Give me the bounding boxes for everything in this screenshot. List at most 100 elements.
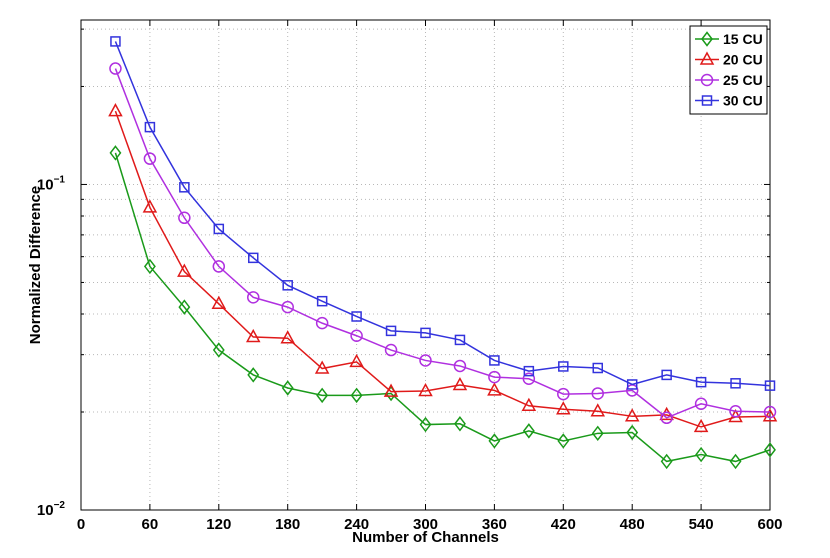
data-point (693, 418, 709, 433)
data-point (420, 327, 431, 339)
data-point (179, 182, 190, 193)
data-point (729, 405, 742, 418)
data-point (142, 199, 158, 213)
data-point (558, 361, 569, 372)
series-line (114, 152, 771, 463)
series-line (114, 41, 771, 387)
x-tick-label: 540 (689, 516, 714, 533)
data-point (522, 372, 536, 386)
y-tick-label: 10−2 (37, 500, 66, 519)
data-point (764, 442, 776, 458)
legend-marker (701, 31, 713, 47)
x-tick-label: 0 (77, 516, 85, 533)
data-point (661, 369, 672, 381)
x-tick-label: 600 (757, 516, 782, 533)
data-point (245, 328, 261, 343)
legend-marker (701, 95, 713, 106)
legend-entry: 15 CU (695, 31, 763, 47)
data-point (281, 300, 294, 314)
data-point (247, 291, 260, 304)
data-point (384, 343, 398, 357)
data-point (143, 258, 156, 275)
data-point (521, 397, 537, 412)
data-point (592, 362, 603, 374)
legend-entry: 30 CU (695, 93, 763, 109)
data-point (730, 378, 741, 389)
data-point (591, 387, 604, 400)
data-point (316, 387, 329, 404)
data-point (419, 354, 432, 367)
data-point (144, 121, 156, 133)
series-line (114, 110, 771, 428)
data-point (385, 325, 397, 337)
data-point (418, 382, 433, 397)
x-tick-label: 300 (413, 516, 438, 533)
data-point (109, 62, 122, 75)
x-tick-label: 360 (482, 516, 507, 533)
data-point (212, 260, 226, 273)
data-point (523, 365, 535, 377)
data-point (487, 382, 502, 396)
data-point (351, 311, 362, 322)
x-tick-label: 120 (206, 516, 231, 533)
legend-marker (699, 51, 715, 65)
legend[interactable]: 15 CU 20 CU 25 CU 30 CU (689, 25, 768, 115)
data-point (556, 401, 571, 415)
data-point (764, 380, 776, 391)
data-point (590, 403, 606, 417)
legend-marker (700, 73, 714, 87)
legend-label: 20 CU (723, 52, 763, 68)
data-point (247, 367, 260, 383)
data-point (728, 408, 743, 423)
x-tick-label: 180 (275, 516, 300, 533)
data-point (108, 103, 123, 117)
data-point (489, 355, 500, 366)
legend-label: 30 CU (723, 93, 763, 109)
data-point (694, 397, 708, 411)
data-point (211, 295, 227, 310)
data-point (624, 408, 640, 422)
data-point (350, 329, 363, 342)
data-point (213, 223, 225, 235)
data-point (248, 252, 259, 264)
data-point (557, 433, 570, 449)
x-tick-label: 420 (551, 516, 576, 533)
data-point (454, 334, 466, 346)
data-point (178, 299, 191, 315)
series-line (114, 68, 771, 419)
series-20-cu (108, 103, 778, 433)
data-point (591, 425, 604, 442)
data-point (452, 376, 468, 391)
data-point (695, 376, 707, 388)
x-tick-label: 480 (620, 516, 645, 533)
data-point (454, 416, 466, 432)
data-point (557, 387, 570, 401)
data-point (212, 342, 225, 358)
data-point (177, 263, 192, 277)
data-point (110, 36, 121, 47)
data-point (488, 370, 501, 384)
data-point (763, 405, 777, 419)
series-25-cu (109, 62, 777, 425)
data-point (350, 387, 363, 404)
x-tick-label: 240 (344, 516, 369, 533)
data-point (626, 379, 638, 390)
x-tick-label: 60 (142, 516, 159, 533)
data-point (280, 330, 295, 344)
data-point (143, 152, 157, 165)
data-point (109, 145, 122, 161)
data-point (281, 380, 294, 396)
data-point (349, 353, 364, 368)
series-group (108, 36, 778, 470)
data-point (762, 408, 778, 422)
data-point (316, 295, 328, 307)
series-15-cu (109, 145, 776, 470)
axis-ticks: 0 60 120 180 240 300 360 420 480 540 600 10−1 10−2 (37, 20, 783, 533)
data-point (315, 316, 329, 330)
data-point (453, 359, 467, 373)
data-point (626, 424, 639, 441)
data-point (695, 446, 708, 463)
legend-entry: 20 CU (695, 51, 763, 68)
data-point (314, 360, 330, 374)
